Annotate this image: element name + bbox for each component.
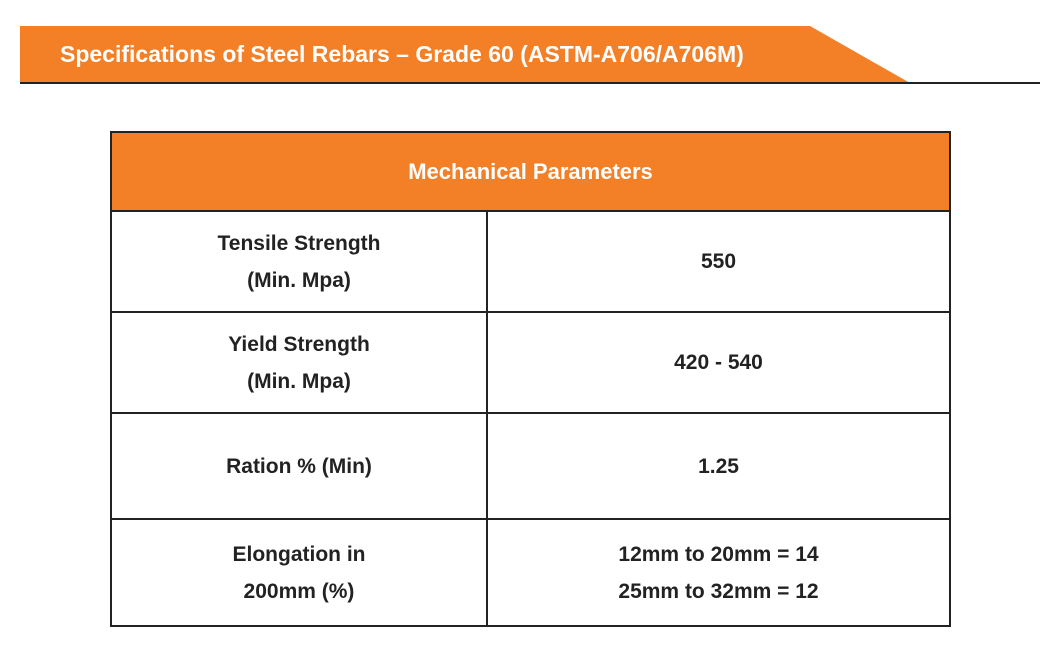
value-cell: 12mm to 20mm = 14 25mm to 32mm = 12 [485,518,952,627]
table-row: Tensile Strength (Min. Mpa) 550 [110,210,952,313]
parameter-text: Yield Strength [228,332,370,356]
table-row: Elongation in 200mm (%) 12mm to 20mm = 14 2… [110,518,952,627]
table-header-row: Mechanical Parameters [109,131,952,212]
parameter-text: Elongation in [232,542,366,566]
parameter-text: (Min. Mpa) [247,369,351,393]
value-text: 12mm to 20mm = 14 [618,542,819,566]
parameter-text: 200mm (%) [243,579,355,603]
parameter-text: Ration % (Min) [226,454,372,478]
parameter-text: Tensile Strength [217,231,381,255]
spec-table: Mechanical Parameters Tensile Strength (M… [109,131,952,627]
parameter-text: (Min. Mpa) [247,268,351,292]
value-text: 25mm to 32mm = 12 [618,579,819,603]
parameter-cell: Yield Strength (Min. Mpa) [110,311,488,414]
title-banner: Specifications of Steel Rebars – Grade 6… [20,26,910,83]
table-heading: Mechanical Parameters [109,131,952,212]
table-row: Ration % (Min) 1.25 [110,412,952,520]
page-title: Specifications of Steel Rebars – Grade 6… [60,41,744,67]
value-text: 550 [700,250,737,273]
value-cell: 420 - 540 [485,311,952,414]
value-text: 1.25 [698,454,739,478]
parameter-cell: Elongation in 200mm (%) [110,518,488,627]
value-text: 420 - 540 [674,351,763,374]
title-rule [20,82,1040,84]
value-cell: 550 [485,210,952,313]
table-row: Yield Strength (Min. Mpa) 420 - 540 [110,311,952,414]
parameter-cell: Ration % (Min) [110,412,488,520]
parameter-cell: Tensile Strength (Min. Mpa) [110,210,488,313]
value-cell: 1.25 [485,412,952,520]
table-body: Tensile Strength (Min. Mpa) 550 Yield Stren… [110,210,952,627]
